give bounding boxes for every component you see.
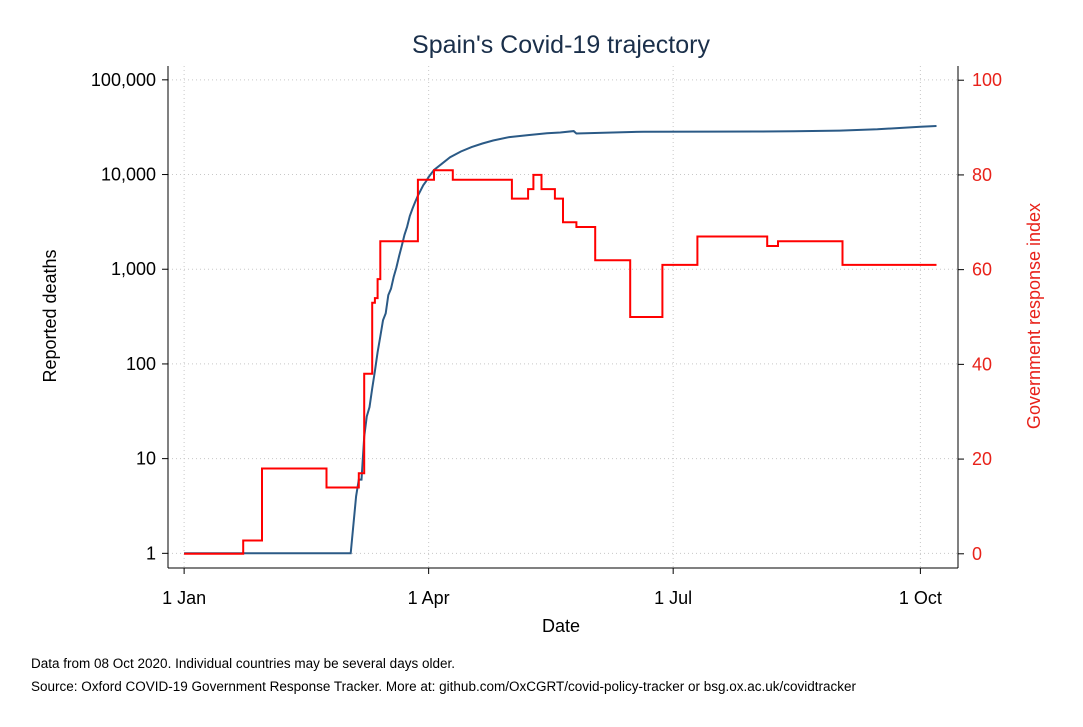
y-tick-label: 1	[146, 543, 156, 563]
source-note: Source: Oxford COVID-19 Government Respo…	[31, 679, 857, 694]
y-tick-label: 100	[126, 354, 156, 374]
y2-tick-label: 80	[972, 165, 992, 185]
y2-axis-label: Government response index	[1024, 203, 1044, 429]
y-tick-label: 1,000	[111, 259, 156, 279]
chart-title: Spain's Covid-19 trajectory	[412, 31, 710, 59]
x-axis-label: Date	[542, 616, 580, 636]
y2-tick-label: 20	[972, 449, 992, 469]
y-tick-label: 10	[136, 449, 156, 469]
y-axis-label: Reported deaths	[40, 249, 60, 382]
y2-tick-label: 60	[972, 260, 992, 280]
y2-tick-label: 40	[972, 354, 992, 374]
y2-tick-label: 0	[972, 544, 982, 564]
grid-layer	[168, 66, 958, 568]
deaths-line	[184, 125, 937, 555]
footnotes: Data from 08 Oct 2020. Individual countr…	[31, 652, 856, 698]
x-tick-label: 1 Apr	[408, 588, 450, 608]
y2-tick-label: 100	[972, 70, 1002, 90]
y-tick-label: 10,000	[101, 165, 156, 185]
data-date-note: Data from 08 Oct 2020. Individual countr…	[31, 656, 455, 671]
y-tick-label: 100,000	[91, 70, 156, 90]
response-index-line	[184, 169, 937, 555]
x-tick-label: 1 Jul	[654, 588, 692, 608]
marks-layer	[184, 125, 937, 555]
x-tick-label: 1 Jan	[162, 588, 206, 608]
x-tick-label: 1 Oct	[899, 588, 942, 608]
ticks-layer: 1 Jan 1 Apr 1 Jul 1 Oct 1 10 100 1,000 10,000 100…	[91, 70, 1002, 608]
